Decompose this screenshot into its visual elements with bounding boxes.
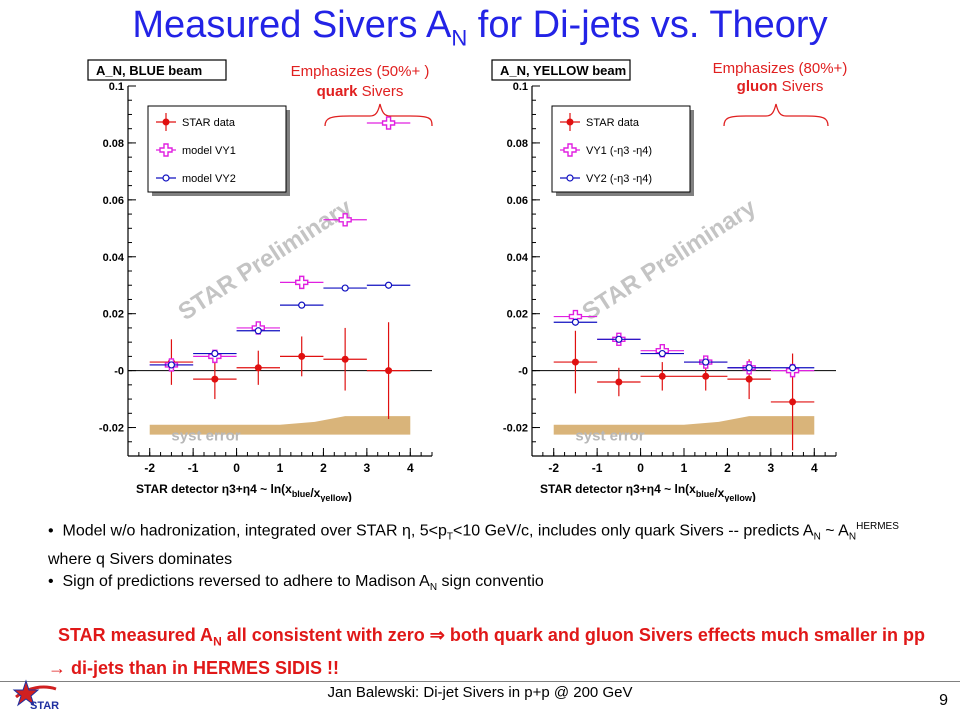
data-point xyxy=(789,398,796,405)
y-tick-label: 0.06 xyxy=(103,195,124,207)
x-tick-label: 1 xyxy=(681,461,688,475)
syst-error-label: syst error xyxy=(171,427,240,444)
x-tick-label: 1 xyxy=(277,461,284,475)
right-brace xyxy=(720,100,835,130)
model-point xyxy=(255,328,261,334)
legend-label: model VY1 xyxy=(182,145,236,157)
y-tick-label: 0.1 xyxy=(109,81,124,93)
data-point xyxy=(385,367,392,374)
legend-label: VY2 (-η3 -η4) xyxy=(586,173,652,185)
x-tick-label: -1 xyxy=(592,461,603,475)
model-point xyxy=(168,362,174,368)
right-emphasis-note: Emphasizes (80%+) gluon Sivers xyxy=(690,60,870,96)
x-tick-label: -2 xyxy=(548,461,559,475)
x-tick-label: 0 xyxy=(637,461,644,475)
syst-error-label: syst error xyxy=(575,427,644,444)
y-tick-label: 0.06 xyxy=(507,195,528,207)
x-tick-label: 3 xyxy=(364,461,371,475)
bullet-1: • Model w/o hadronization, integrated ov… xyxy=(48,516,928,571)
legend-marker xyxy=(163,119,170,126)
y-tick-label: 0.1 xyxy=(513,81,528,93)
x-tick-label: -1 xyxy=(188,461,199,475)
model-point xyxy=(703,359,709,365)
y-tick-label: 0.08 xyxy=(103,138,124,150)
x-tick-label: 2 xyxy=(320,461,327,475)
legend: STAR data VY1 (-η3 -η4) VY2 (-η3 -η4) xyxy=(552,106,694,196)
x-axis-label-part: ) xyxy=(348,490,352,502)
page-number: 9 xyxy=(939,692,948,710)
x-axis-label-part: STAR detector η3+η4 ~ ln(x xyxy=(136,482,292,496)
x-axis-label-part: yellow xyxy=(724,493,753,502)
y-tick-label: 0.04 xyxy=(103,252,125,264)
model-point xyxy=(746,365,752,371)
x-axis-label-part: STAR detector η3+η4 ~ ln(x xyxy=(540,482,696,496)
data-point xyxy=(615,379,622,386)
y-tick-label: 0.08 xyxy=(507,138,528,150)
data-point xyxy=(211,376,218,383)
x-tick-label: 4 xyxy=(811,461,818,475)
model-point xyxy=(659,351,665,357)
x-axis-label-part: yellow xyxy=(320,493,349,502)
data-point xyxy=(746,376,753,383)
legend-label: STAR data xyxy=(586,117,640,129)
x-tick-label: -2 xyxy=(144,461,155,475)
data-point xyxy=(342,356,349,363)
x-axis-label-part: blue xyxy=(292,489,311,499)
legend: STAR data model VY1 model VY2 xyxy=(148,106,290,196)
y-tick-label: -0.02 xyxy=(99,423,124,435)
data-point xyxy=(659,373,666,380)
model-point xyxy=(386,282,392,288)
x-axis-label-part: /x xyxy=(714,486,724,500)
left-brace xyxy=(320,100,440,130)
y-tick-label: 0.04 xyxy=(507,252,529,264)
legend-marker xyxy=(567,119,574,126)
x-axis-label-part: ) xyxy=(752,490,756,502)
y-tick-label: 0.02 xyxy=(103,309,124,321)
legend-marker xyxy=(163,175,169,181)
footer-text: Jan Balewski: Di-jet Sivers in p+p @ 200… xyxy=(0,684,960,701)
bullet-list: • Model w/o hadronization, integrated ov… xyxy=(48,516,928,599)
slide-title: Measured Sivers AN for Di-jets vs. Theor… xyxy=(0,4,960,52)
model-point xyxy=(572,319,578,325)
legend-label: VY1 (-η3 -η4) xyxy=(586,145,652,157)
model-point xyxy=(212,351,218,357)
data-point xyxy=(298,353,305,360)
legend-label: STAR data xyxy=(182,117,236,129)
model-point xyxy=(616,336,622,342)
footer-divider xyxy=(0,681,960,682)
x-tick-label: 4 xyxy=(407,461,414,475)
y-tick-label: -0 xyxy=(114,366,124,378)
y-tick-label: -0.02 xyxy=(503,423,528,435)
bullet-2: • Sign of predictions reversed to adhere… xyxy=(48,571,928,599)
legend-label: model VY2 xyxy=(182,173,236,185)
data-point xyxy=(255,364,262,371)
plot-title: A_N, YELLOW beam xyxy=(500,63,626,78)
left-emphasis-note: Emphasizes (50%+ ) quark Sivers xyxy=(270,62,450,102)
data-point xyxy=(702,373,709,380)
x-axis-label-part: /x xyxy=(310,486,320,500)
y-tick-label: 0.02 xyxy=(507,309,528,321)
x-axis-label-part: blue xyxy=(696,489,715,499)
model-point xyxy=(299,302,305,308)
x-tick-label: 3 xyxy=(768,461,775,475)
y-tick-label: -0 xyxy=(518,366,528,378)
conclusion-text: STAR measured AN all consistent with zer… xyxy=(48,622,928,681)
x-tick-label: 2 xyxy=(724,461,731,475)
svg-text:STAR: STAR xyxy=(30,700,59,712)
data-point xyxy=(572,359,579,366)
model-point xyxy=(342,285,348,291)
model-point xyxy=(790,365,796,371)
legend-marker xyxy=(567,175,573,181)
plot-title: A_N, BLUE beam xyxy=(96,63,202,78)
x-tick-label: 0 xyxy=(233,461,240,475)
star-logo-icon: STAR xyxy=(10,677,60,717)
